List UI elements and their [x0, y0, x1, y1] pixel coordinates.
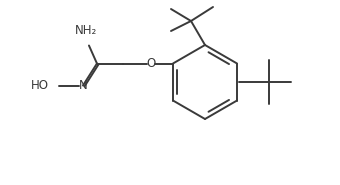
Text: N: N [79, 79, 87, 92]
Text: NH₂: NH₂ [75, 23, 97, 36]
Text: HO: HO [31, 79, 49, 92]
Text: O: O [146, 57, 156, 70]
